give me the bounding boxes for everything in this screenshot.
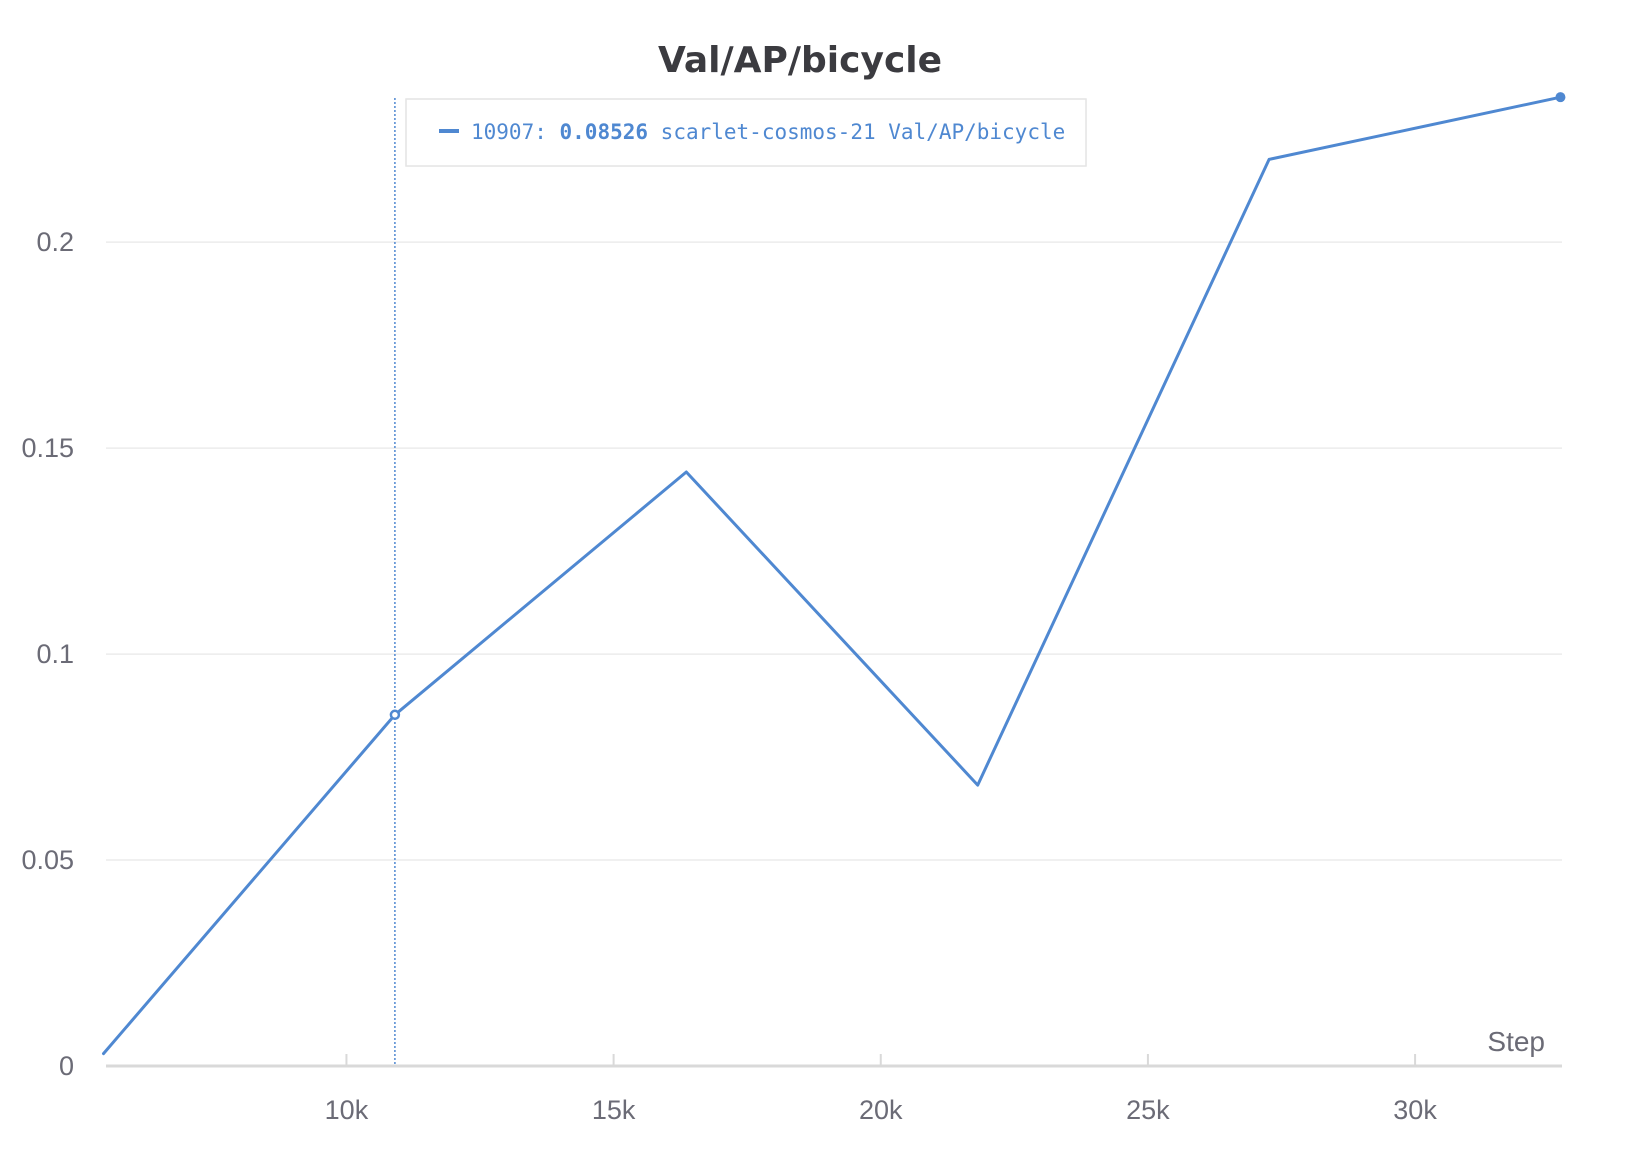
x-tick-label: 15k [592, 1095, 636, 1125]
hover-series-name: scarlet-cosmos-21 Val/AP/bicycle [648, 120, 1065, 144]
x-tick-label: 20k [859, 1095, 903, 1125]
y-tick-label: 0.2 [36, 227, 74, 257]
axes: 0 0.05 0.1 0.15 0.2 10k 15k 20k 25k 30k [21, 227, 1562, 1125]
y-tick-label: 0.1 [36, 639, 74, 669]
x-axis-label: Step [1487, 1026, 1545, 1057]
x-tick-label: 10k [325, 1095, 369, 1125]
series-line [102, 95, 1562, 1056]
hover-legend-text: 10907: 0.08526 scarlet-cosmos-21 Val/AP/… [471, 120, 1065, 144]
last-point-marker [1555, 92, 1566, 103]
hover-step: 10907: [471, 120, 560, 144]
hover-legend: 10907: 0.08526 scarlet-cosmos-21 Val/AP/… [405, 98, 1087, 167]
y-tick-label: 0.05 [21, 845, 74, 875]
y-tick-label: 0 [59, 1051, 74, 1081]
hover-value: 0.08526 [560, 120, 649, 144]
hover-point [389, 709, 401, 721]
y-tick-label: 0.15 [21, 433, 74, 463]
hover-legend-box [405, 98, 1087, 167]
series-layer [102, 92, 1566, 1056]
chart-title: Val/AP/bicycle [658, 40, 942, 81]
x-tick-label: 25k [1126, 1095, 1170, 1125]
gridlines [106, 241, 1562, 861]
x-tick-label: 30k [1393, 1095, 1437, 1125]
